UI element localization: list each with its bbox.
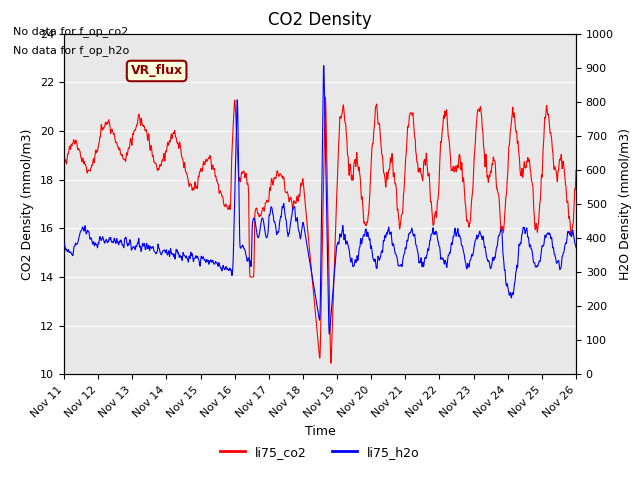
Text: No data for f_op_h2o: No data for f_op_h2o: [13, 45, 129, 56]
Text: No data for f_op_co2: No data for f_op_co2: [13, 25, 128, 36]
Y-axis label: H2O Density (mmol/m3): H2O Density (mmol/m3): [620, 128, 632, 280]
X-axis label: Time: Time: [305, 425, 335, 438]
Title: CO2 Density: CO2 Density: [268, 11, 372, 29]
Y-axis label: CO2 Density (mmol/m3): CO2 Density (mmol/m3): [22, 128, 35, 280]
Text: VR_flux: VR_flux: [131, 64, 182, 77]
Legend: li75_co2, li75_h2o: li75_co2, li75_h2o: [215, 441, 425, 464]
